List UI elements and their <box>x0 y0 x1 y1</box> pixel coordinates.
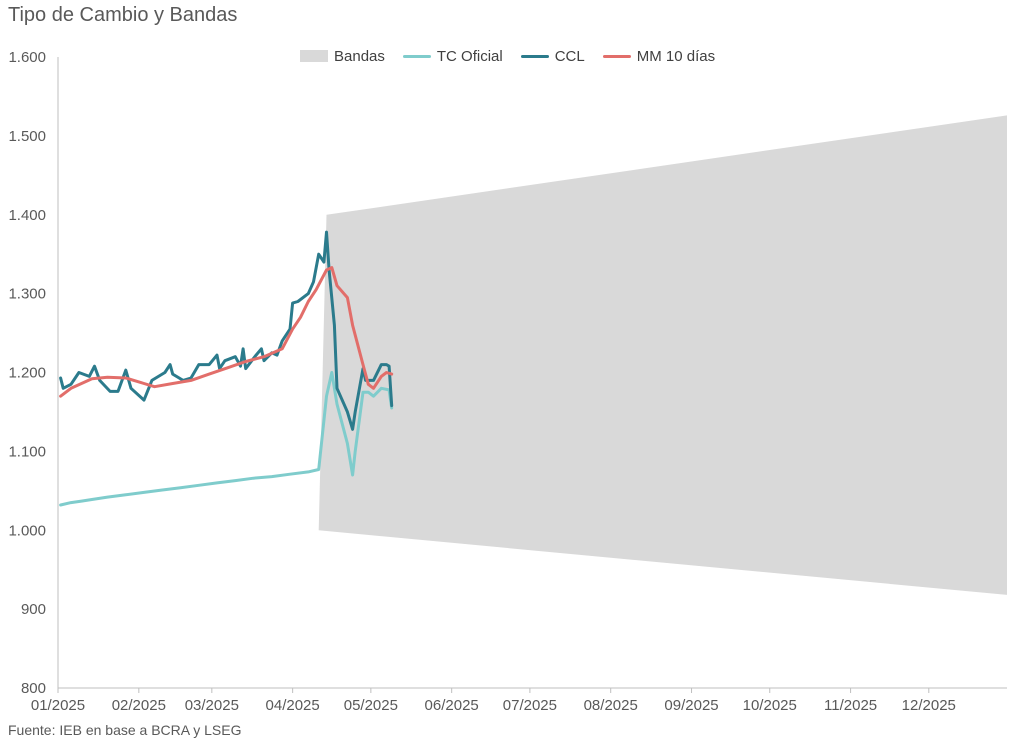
x-tick-label: 04/2025 <box>266 697 320 714</box>
series-line-tc-oficial <box>59 371 394 507</box>
y-tick-label: 900 <box>21 601 46 618</box>
legend-label-tc-oficial: TC Oficial <box>436 47 503 65</box>
legend-item-mm10: MM 10 días <box>602 47 716 65</box>
x-tick-label: 09/2025 <box>664 697 718 714</box>
chart-source: Fuente: IEB en base a BCRA y LSEG <box>8 722 242 738</box>
x-tick-label: 11/2025 <box>824 697 877 714</box>
bands-area <box>318 115 1007 595</box>
x-tick-label: 06/2025 <box>425 697 479 714</box>
x-tick-label: 02/2025 <box>112 697 166 714</box>
y-tick-label: 1.300 <box>8 286 46 303</box>
y-tick-label: 1.200 <box>8 365 46 382</box>
legend-swatch-mm10 <box>602 54 631 58</box>
legend-item-bandas: Bandas <box>300 48 385 65</box>
series-line-mm10 <box>59 266 394 398</box>
x-tick-label: 03/2025 <box>185 697 239 714</box>
y-tick-label: 1.400 <box>8 207 46 224</box>
legend: Bandas TC Oficial CCL MM 10 días <box>300 46 733 66</box>
y-tick-label: 1.000 <box>8 522 46 539</box>
x-tick-label: 05/2025 <box>344 697 398 714</box>
x-tick-label: 07/2025 <box>503 697 557 714</box>
legend-label-ccl: CCL <box>554 47 585 65</box>
legend-swatch-ccl <box>520 54 549 58</box>
x-tick-label: 08/2025 <box>584 697 638 714</box>
y-tick-label: 800 <box>21 680 46 697</box>
legend-label-mm10: MM 10 días <box>636 47 716 65</box>
legend-label-bandas: Bandas <box>334 47 385 65</box>
legend-swatch-bandas <box>300 50 328 62</box>
chart-title: Tipo de Cambio y Bandas <box>8 4 238 26</box>
legend-item-tc-oficial: TC Oficial <box>402 47 503 65</box>
legend-swatch-tc-oficial <box>402 54 431 58</box>
y-tick-label: 1.100 <box>8 443 46 460</box>
x-tick-label: 12/2025 <box>902 697 956 714</box>
x-tick-label: 01/2025 <box>31 697 85 714</box>
legend-item-ccl: CCL <box>520 47 585 65</box>
x-tick-label: 10/2025 <box>743 697 797 714</box>
y-tick-label: 1.500 <box>8 128 46 145</box>
series-line-ccl <box>59 230 394 431</box>
y-tick-label: 1.600 <box>8 49 46 66</box>
